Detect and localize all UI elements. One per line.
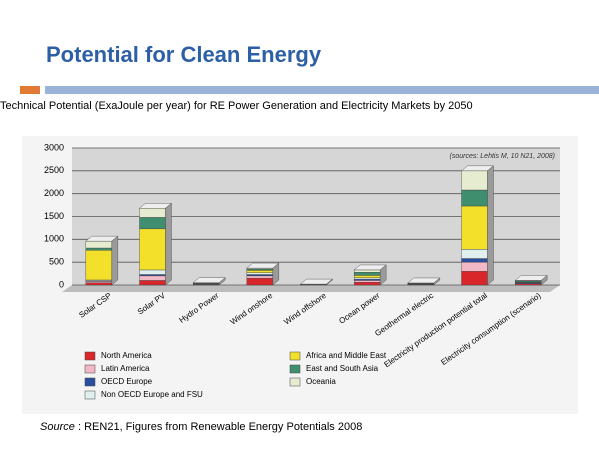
- bar-segment: [515, 284, 541, 285]
- legend-swatch: [290, 352, 300, 360]
- bar-segment: [247, 278, 273, 285]
- legend-swatch: [290, 378, 300, 386]
- bar-segment: [86, 281, 112, 282]
- y-tick-label: 2000: [44, 188, 64, 198]
- bar-segment: [462, 271, 488, 285]
- bar-segment: [354, 280, 380, 282]
- bar-segment: [247, 269, 273, 270]
- accent-block: [20, 86, 40, 94]
- source-text: : REN21, Figures from Renewable Energy P…: [78, 421, 362, 433]
- bar-segment: [86, 248, 112, 250]
- chart-title: Technical Potential (ExaJoule per year) …: [0, 100, 595, 113]
- legend-label: Africa and Middle East: [306, 351, 387, 360]
- legend-label: OECD Europe: [101, 377, 153, 386]
- legend-label: East and South Asia: [306, 364, 379, 373]
- y-tick-label: 2500: [44, 165, 64, 175]
- bar-segment: [354, 282, 380, 285]
- bar-segment: [462, 249, 488, 258]
- bar-segment: [140, 229, 166, 270]
- legend-swatch: [290, 365, 300, 373]
- title-rule: [45, 86, 599, 94]
- bar-segment: [140, 276, 166, 281]
- y-tick-label: 0: [59, 279, 64, 289]
- bar-segment: [86, 241, 112, 248]
- bar-side: [488, 166, 494, 285]
- slide-title: Potential for Clean Energy: [46, 42, 322, 67]
- y-tick-label: 1000: [44, 234, 64, 244]
- bar-segment: [247, 273, 273, 275]
- bar-segment: [462, 206, 488, 249]
- bar-segment: [354, 272, 380, 275]
- y-tick-label: 500: [49, 257, 64, 267]
- bar-segment: [247, 276, 273, 278]
- y-tick-label: 1500: [44, 211, 64, 221]
- bar-segment: [247, 274, 273, 275]
- bar-side: [166, 203, 172, 285]
- bar-segment: [354, 270, 380, 272]
- bar-segment: [462, 259, 488, 263]
- legend-label: Oceania: [306, 377, 336, 386]
- legend-swatch: [85, 365, 95, 373]
- bar-segment: [140, 274, 166, 275]
- bar-segment: [462, 171, 488, 190]
- bar-segment: [140, 208, 166, 217]
- bar-segment: [354, 279, 380, 280]
- bar-segment: [86, 283, 112, 285]
- legend-label: Latin America: [101, 364, 150, 373]
- bar-segment: [462, 262, 488, 271]
- legend-swatch: [85, 352, 95, 360]
- y-tick-label: 3000: [44, 142, 64, 152]
- legend-swatch: [85, 378, 95, 386]
- annotation: (sources: Lehtis M, 10 N21, 2008): [450, 153, 555, 160]
- bar-segment: [140, 270, 166, 275]
- chart-title-box: Technical Potential (ExaJoule per year) …: [0, 100, 595, 132]
- legend-swatch: [85, 391, 95, 399]
- legend-label: North America: [101, 351, 152, 360]
- source-label: Source: [40, 421, 75, 433]
- bar-segment: [86, 250, 112, 280]
- bar-segment: [354, 275, 380, 277]
- bar-segment: [462, 190, 488, 206]
- plot-floor: [62, 285, 560, 292]
- bar-segment: [247, 270, 273, 272]
- bar-segment: [140, 217, 166, 228]
- legend-label: Non OECD Europe and FSU: [101, 390, 203, 399]
- bar-segment: [354, 278, 380, 279]
- bar-side: [112, 236, 118, 285]
- bar-segment: [140, 280, 166, 285]
